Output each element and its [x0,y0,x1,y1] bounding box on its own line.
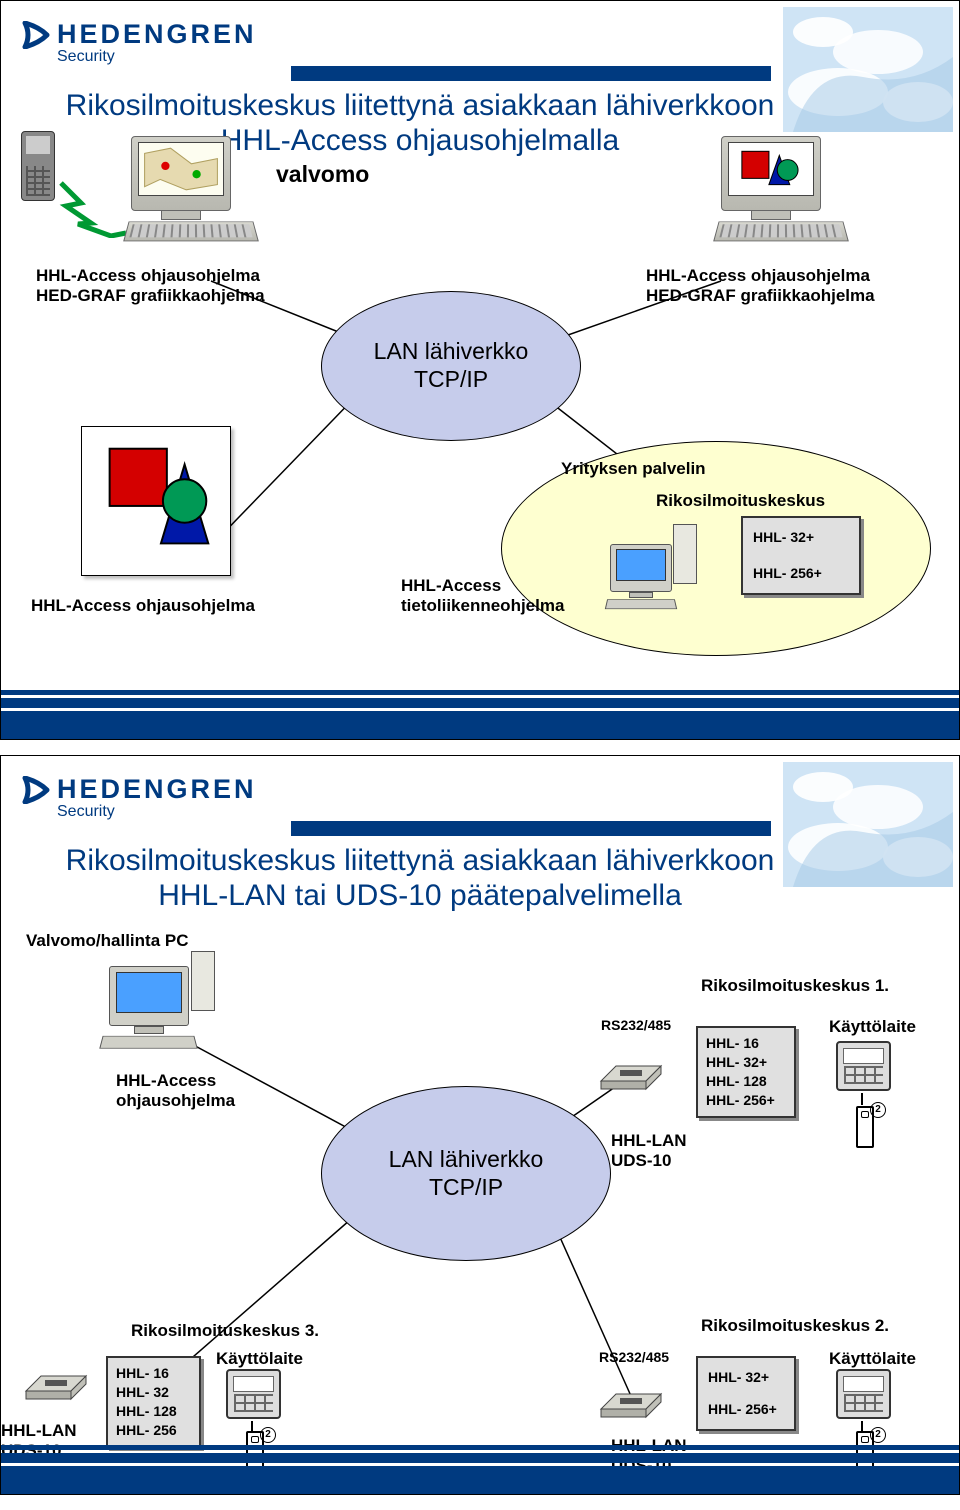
bottom-left-label: HHL-Access ohjausohjelma [31,596,255,616]
lan-label: LAN lähiverkko TCP/IP [374,338,529,393]
footer-bars [1,1445,959,1494]
header-bar [291,821,771,833]
cable [251,1421,253,1431]
footer-bars [1,690,959,739]
keypad-icon-1 [836,1041,891,1091]
logo-icon [21,21,51,49]
shapes-box [81,426,231,576]
modem-icon-1 [596,1051,666,1091]
lan-ellipse: LAN lähiverkko TCP/IP [321,1086,611,1261]
comm-label: HHL-Access tietoliikenneohjelma [401,576,564,615]
panel-line: HHL- 32+ [708,1366,784,1388]
hhl-panel-slide1: HHL- 32+ HHL- 256+ [741,516,861,595]
panel-line: HHL- 256+ [706,1091,786,1110]
modem-icon-3 [21,1361,91,1401]
kaytto-label-1: Käyttölaite [829,1017,916,1037]
brand-sub: Security [57,48,257,66]
rikos-label: Rikosilmoituskeskus [656,491,825,511]
left-sw-label: HHL-Access ohjausohjelma HED-GRAF grafii… [36,266,265,305]
server-tower-icon [673,524,697,584]
server-monitor-icon [606,544,676,611]
slide2-title: Rikosilmoituskeskus liitettynä asiakkaan… [1,844,959,913]
lan-label: LAN lähiverkko TCP/IP [389,1146,544,1201]
rs-label-1: RS232/485 [601,1017,671,1033]
brand-sub: Security [57,803,257,821]
panel-line: HHL- 32+ [706,1053,786,1072]
hhl-panel-1: HHL- 16 HHL- 32+ HHL- 128 HHL- 256+ [696,1026,796,1118]
cable [861,1421,863,1431]
rikos3-label: Rikosilmoituskeskus 3. [131,1321,319,1341]
hhl-lan-label-1: HHL-LAN UDS-10 [611,1131,687,1170]
slide-2: HEDENGREN Security Rikosilmoituskeskus l… [0,755,960,1495]
keypad-icon-2 [836,1369,891,1419]
cable [861,1093,863,1105]
slide1-diagram: valvomo HHL-Access ohjausohjelma HED-GRA… [1,166,959,689]
panel-line: HHL- 128 [706,1072,786,1091]
rikos1-label: Rikosilmoituskeskus 1. [701,976,889,996]
brand-name: HEDENGREN [57,19,257,50]
header-bar [291,66,771,78]
rikos2-label: Rikosilmoituskeskus 2. [701,1316,889,1336]
left-workstation-icon [126,136,236,231]
panel-line: HHL- 256 [116,1421,191,1440]
right-workstation-icon [716,136,826,231]
hhl-panel-3: HHL- 16 HHL- 32 HHL- 128 HHL- 256 [106,1356,201,1448]
sw-label: HHL-Access ohjausohjelma [116,1071,235,1110]
valvomo-label: Valvomo/hallinta PC [26,931,189,951]
slide-1: HEDENGREN Security Rikosilmoituskeskus l… [0,0,960,740]
panel-line: HHL- 128 [116,1402,191,1421]
right-sw-label: HHL-Access ohjausohjelma HED-GRAF grafii… [646,266,875,305]
panel-line: HHL- 32 [116,1383,191,1402]
panel-line: HHL- 256+ [708,1398,784,1420]
lan-ellipse: LAN lähiverkko TCP/IP [321,291,581,441]
workstation-monitor-icon [101,966,196,1051]
panel-line: HHL- 16 [706,1034,786,1053]
brand-name: HEDENGREN [57,774,257,805]
panel-line: HHL- 256+ [753,562,849,584]
modem-icon-2 [596,1379,666,1419]
panel-line: HHL- 32+ [753,526,849,548]
keypad-icon-3 [226,1369,281,1419]
kaytto-label-2: Käyttölaite [829,1349,916,1369]
card-reader-icon-1 [856,1106,874,1148]
slide2-diagram: Valvomo/hallinta PC HHL-Access ohjausohj… [1,921,959,1444]
rs-label-2: RS232/485 [599,1349,669,1365]
hhl-panel-2: HHL- 32+ HHL- 256+ [696,1356,796,1431]
brand-logo: HEDENGREN Security [21,19,257,66]
logo-icon [21,776,51,804]
signal-icon [56,178,131,238]
panel-line: HHL- 16 [116,1364,191,1383]
brand-logo: HEDENGREN Security [21,774,257,821]
server-label: Yrityksen palvelin [561,459,706,479]
mobile-phone-icon [21,131,59,211]
valvomo-label: valvomo [276,161,369,187]
kaytto-label-3: Käyttölaite [216,1349,303,1369]
